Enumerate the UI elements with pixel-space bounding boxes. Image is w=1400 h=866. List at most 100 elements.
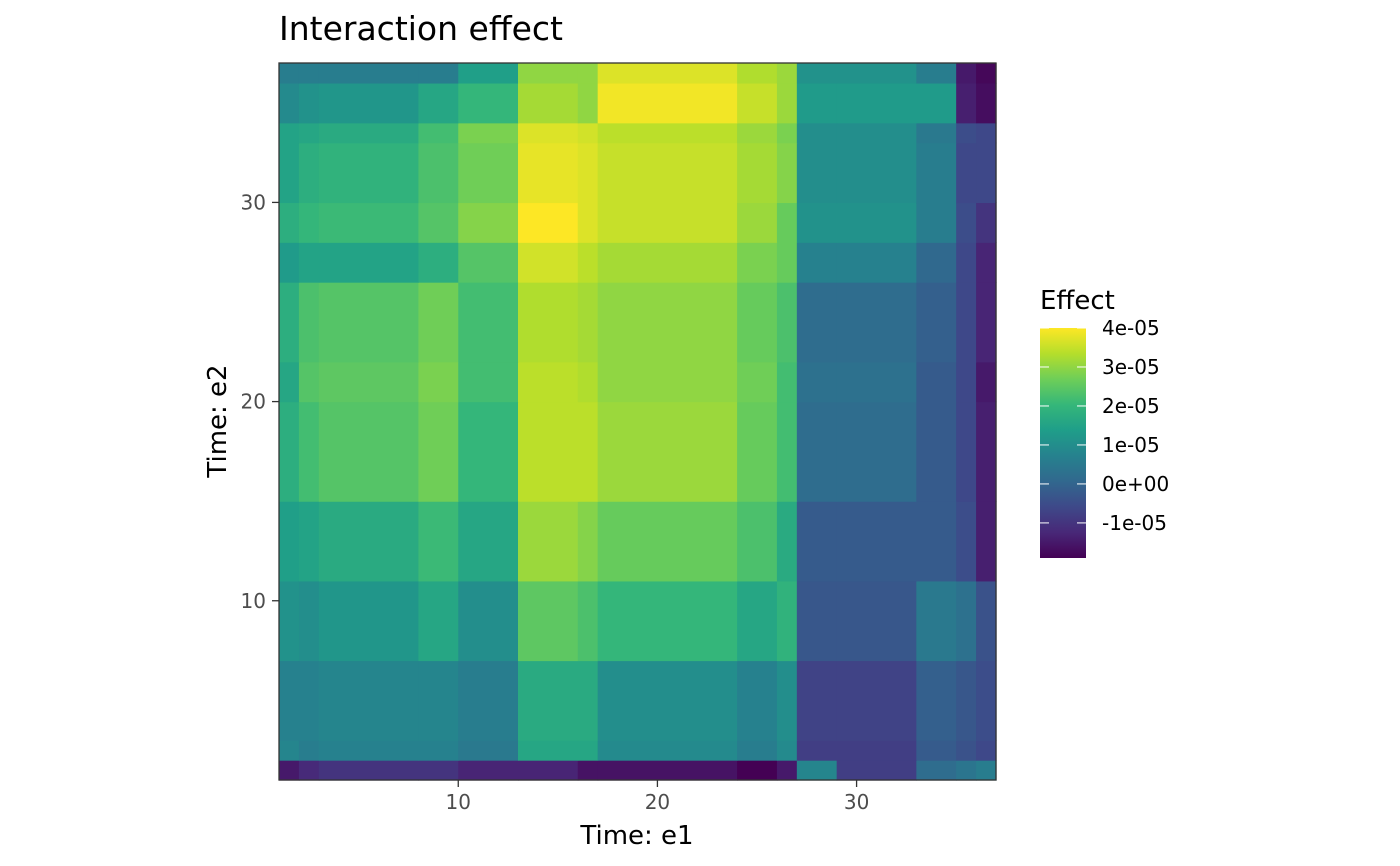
- heatmap-cell: [976, 242, 997, 283]
- heatmap-cell: [298, 63, 320, 84]
- heatmap-cell: [956, 63, 977, 84]
- heatmap-cell: [956, 361, 977, 403]
- heatmap-cell: [458, 580, 519, 662]
- heatmap-cell: [916, 82, 957, 124]
- heatmap-cell: [916, 122, 957, 144]
- heatmap-cell: [518, 740, 579, 761]
- heatmap-cell: [298, 361, 320, 403]
- heatmap-cell: [577, 202, 599, 243]
- heatmap-cell: [796, 282, 838, 363]
- heatmap-cell: [518, 242, 579, 283]
- heatmap-cell: [298, 501, 320, 582]
- heatmap-cell: [976, 760, 997, 781]
- heatmap-cell: [836, 63, 917, 84]
- heatmap-cell: [577, 740, 599, 761]
- heatmap-cell: [956, 282, 977, 363]
- heatmap-cell: [916, 361, 957, 403]
- heatmap-cell: [518, 501, 579, 582]
- heatmap-cell: [737, 660, 778, 741]
- legend: Effect 4e-05 3e-05 2e-05 1e-05 0e+00 -1e-05: [1040, 286, 1169, 558]
- heatmap-cell: [418, 63, 459, 84]
- legend-ticks: 4e-05 3e-05 2e-05 1e-05 0e+00 -1e-05: [1040, 316, 1169, 535]
- heatmap-cell: [956, 242, 977, 283]
- heatmap-cell: [418, 660, 459, 741]
- heatmap-cell: [577, 242, 599, 283]
- heatmap-cell: [577, 282, 599, 363]
- heatmap-cell: [418, 82, 459, 124]
- heatmap-cell: [776, 242, 798, 283]
- heatmap-cell: [279, 122, 300, 144]
- heatmap-cell: [418, 401, 459, 502]
- heatmap-cell: [796, 401, 838, 502]
- heatmap-cell: [976, 63, 997, 84]
- heatmap-cell: [916, 401, 957, 502]
- legend-colorbar: [1040, 328, 1086, 558]
- heatmap-cell: [976, 501, 997, 582]
- heatmap-cell: [318, 740, 420, 761]
- legend-label: 1e-05: [1102, 433, 1160, 457]
- legend-label: 4e-05: [1102, 316, 1160, 340]
- heatmap-cell: [836, 760, 917, 781]
- heatmap-cell: [737, 740, 778, 761]
- heatmap-cell: [279, 282, 300, 363]
- heatmap-cell: [298, 122, 320, 144]
- y-tick-label: 30: [241, 190, 266, 214]
- heatmap-cell: [776, 660, 798, 741]
- heatmap-cell: [597, 401, 738, 502]
- heatmap-cell: [737, 202, 778, 243]
- heatmap-cell: [737, 760, 778, 781]
- heatmap-cell: [318, 580, 420, 662]
- heatmap-cell: [776, 282, 798, 363]
- heatmap-cell: [458, 82, 519, 124]
- heatmap-cell: [796, 202, 838, 243]
- heatmap-cell: [279, 142, 300, 204]
- heatmap-cell: [458, 660, 519, 741]
- heatmap-cell: [298, 202, 320, 243]
- heatmap-cell: [796, 63, 838, 84]
- heatmap-cell: [518, 660, 579, 741]
- heatmap-cell: [279, 361, 300, 403]
- heatmap-cell: [298, 401, 320, 502]
- heatmap-cell: [279, 242, 300, 283]
- heatmap-cell: [518, 580, 579, 662]
- heatmap-cell: [418, 361, 459, 403]
- heatmap-cell: [956, 122, 977, 144]
- heatmap-cell: [956, 660, 977, 741]
- heatmap-cell: [796, 242, 838, 283]
- heatmap-cell: [458, 242, 519, 283]
- heatmap-cell: [298, 142, 320, 204]
- heatmap-cell: [298, 580, 320, 662]
- heatmap-cell: [279, 501, 300, 582]
- heatmap-cell: [458, 760, 519, 781]
- heatmap-cell: [597, 142, 738, 204]
- y-axis: 10 20 30: [241, 190, 279, 613]
- heatmap-cell: [298, 82, 320, 124]
- heatmap-cell: [836, 501, 917, 582]
- heatmap-cell: [518, 760, 579, 781]
- heatmap-cell: [956, 82, 977, 124]
- heatmap-cell: [577, 82, 599, 124]
- heatmap-cell: [836, 242, 917, 283]
- heatmap-cell: [279, 580, 300, 662]
- heatmap-cell: [298, 660, 320, 741]
- heatmap-cell: [836, 142, 917, 204]
- heatmap-cell: [418, 282, 459, 363]
- legend-title: Effect: [1040, 286, 1115, 316]
- heatmap-cell: [916, 63, 957, 84]
- heatmap-cell: [597, 361, 738, 403]
- heatmap-cell: [916, 142, 957, 204]
- heatmap-cell: [836, 660, 917, 741]
- heatmap-cell: [916, 282, 957, 363]
- heatmap-cell: [737, 63, 778, 84]
- heatmap-cell: [737, 580, 778, 662]
- heatmap-cell: [976, 361, 997, 403]
- heatmap-cell: [836, 122, 917, 144]
- heatmap-cell: [458, 122, 519, 144]
- heatmap-cell: [916, 242, 957, 283]
- heatmap-cell: [796, 580, 838, 662]
- x-axis-title: Time: e1: [579, 821, 693, 851]
- heatmap-cell: [577, 401, 599, 502]
- heatmap-cell: [418, 242, 459, 283]
- heatmap-cell: [577, 63, 599, 84]
- heatmap-cell: [298, 740, 320, 761]
